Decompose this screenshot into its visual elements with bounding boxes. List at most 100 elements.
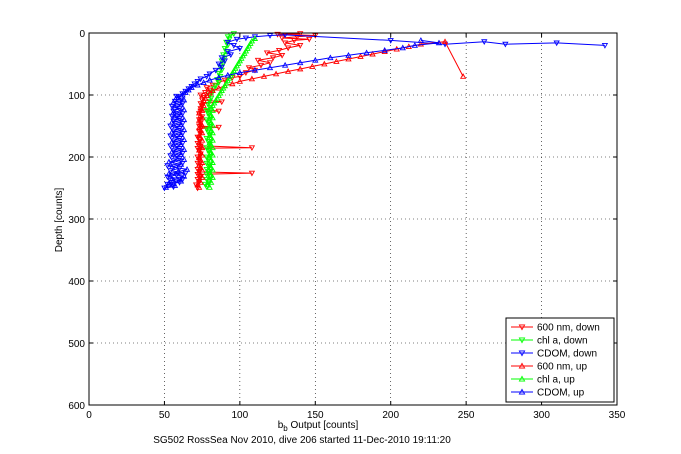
data-point	[417, 40, 425, 47]
data-point	[278, 35, 286, 42]
data-point	[345, 55, 352, 62]
data-point	[162, 184, 170, 190]
data-point	[230, 43, 237, 49]
data-point	[363, 49, 370, 56]
legend-marker	[518, 350, 526, 357]
data-point	[177, 151, 185, 157]
data-point	[281, 40, 289, 47]
data-point	[281, 61, 289, 68]
data-point	[218, 58, 225, 65]
data-point	[203, 136, 210, 142]
data-point	[215, 61, 222, 68]
data-point	[205, 101, 212, 108]
data-point	[221, 46, 228, 52]
data-point	[194, 140, 201, 147]
data-point	[161, 185, 168, 192]
legend-label: 600 nm, up	[537, 362, 587, 373]
legend-box	[505, 317, 615, 403]
series-line	[165, 39, 440, 188]
data-point	[297, 65, 304, 72]
y-tick-label: 200	[68, 153, 85, 164]
data-point	[218, 99, 225, 106]
data-point	[188, 84, 195, 90]
data-point	[194, 78, 201, 85]
data-point	[171, 123, 179, 130]
data-point	[197, 92, 204, 99]
data-point	[194, 185, 201, 192]
data-point	[254, 57, 262, 64]
data-point	[180, 116, 188, 123]
data-point	[215, 70, 222, 77]
data-point	[177, 111, 185, 118]
data-point	[203, 160, 210, 167]
data-point	[221, 55, 228, 62]
data-point	[236, 69, 244, 76]
data-point	[203, 74, 210, 80]
data-point	[435, 39, 443, 46]
data-point	[212, 67, 219, 74]
legend-entry: 600 nm, up	[511, 362, 587, 373]
x-tick-label: 0	[86, 410, 92, 421]
data-point	[165, 179, 173, 186]
data-point	[369, 50, 376, 57]
data-point	[269, 55, 277, 62]
x-tick-label: 200	[382, 410, 399, 421]
data-point	[170, 99, 177, 105]
data-point	[224, 71, 231, 78]
figure-caption: SG502 RossSea Nov 2010, dive 206 started…	[153, 435, 451, 446]
data-point	[183, 166, 191, 172]
data-point	[180, 106, 188, 113]
data-point	[297, 43, 304, 49]
data-point	[197, 101, 204, 108]
legend-entry: 600 nm, down	[511, 323, 600, 334]
data-point	[251, 66, 259, 73]
data-point	[381, 48, 388, 54]
data-point	[215, 84, 222, 91]
data-point	[459, 73, 467, 79]
data-point	[266, 33, 274, 39]
data-point	[306, 36, 313, 43]
data-point	[345, 51, 352, 58]
data-point	[168, 138, 176, 145]
data-point	[502, 41, 509, 48]
data-point	[208, 95, 215, 102]
data-point	[441, 38, 449, 45]
x-axis-label-subscript: b	[283, 424, 288, 433]
data-point	[242, 35, 250, 42]
data-point	[206, 98, 213, 105]
data-point	[224, 34, 231, 41]
data-point	[309, 63, 316, 69]
data-point	[215, 74, 222, 81]
data-point	[177, 161, 185, 167]
data-point	[203, 108, 210, 114]
x-axis-label-text: Output [counts]	[288, 420, 359, 431]
data-point	[233, 36, 241, 43]
data-point	[206, 76, 213, 83]
data-point	[180, 146, 188, 152]
data-point	[297, 59, 304, 66]
data-point	[171, 143, 179, 150]
data-point	[236, 78, 244, 84]
data-point	[177, 121, 185, 128]
legend-label: 600 nm, down	[537, 323, 600, 334]
data-point	[251, 35, 259, 41]
data-point	[236, 46, 244, 52]
y-tick-label: 300	[68, 215, 85, 226]
data-point	[194, 81, 201, 88]
data-point	[170, 109, 177, 115]
data-point	[168, 163, 176, 170]
data-point	[357, 53, 364, 59]
legend-label: CDOM, down	[537, 349, 597, 360]
data-point	[327, 54, 334, 61]
data-point	[171, 153, 179, 160]
data-point	[294, 34, 301, 41]
legend-entry: chl a, down	[511, 336, 588, 347]
data-point	[291, 38, 298, 44]
data-point	[229, 80, 236, 87]
data-point	[601, 43, 609, 49]
data-point	[177, 101, 185, 108]
legend-entry: CDOM, up	[511, 388, 585, 399]
data-point	[242, 70, 250, 77]
data-point	[248, 145, 256, 152]
